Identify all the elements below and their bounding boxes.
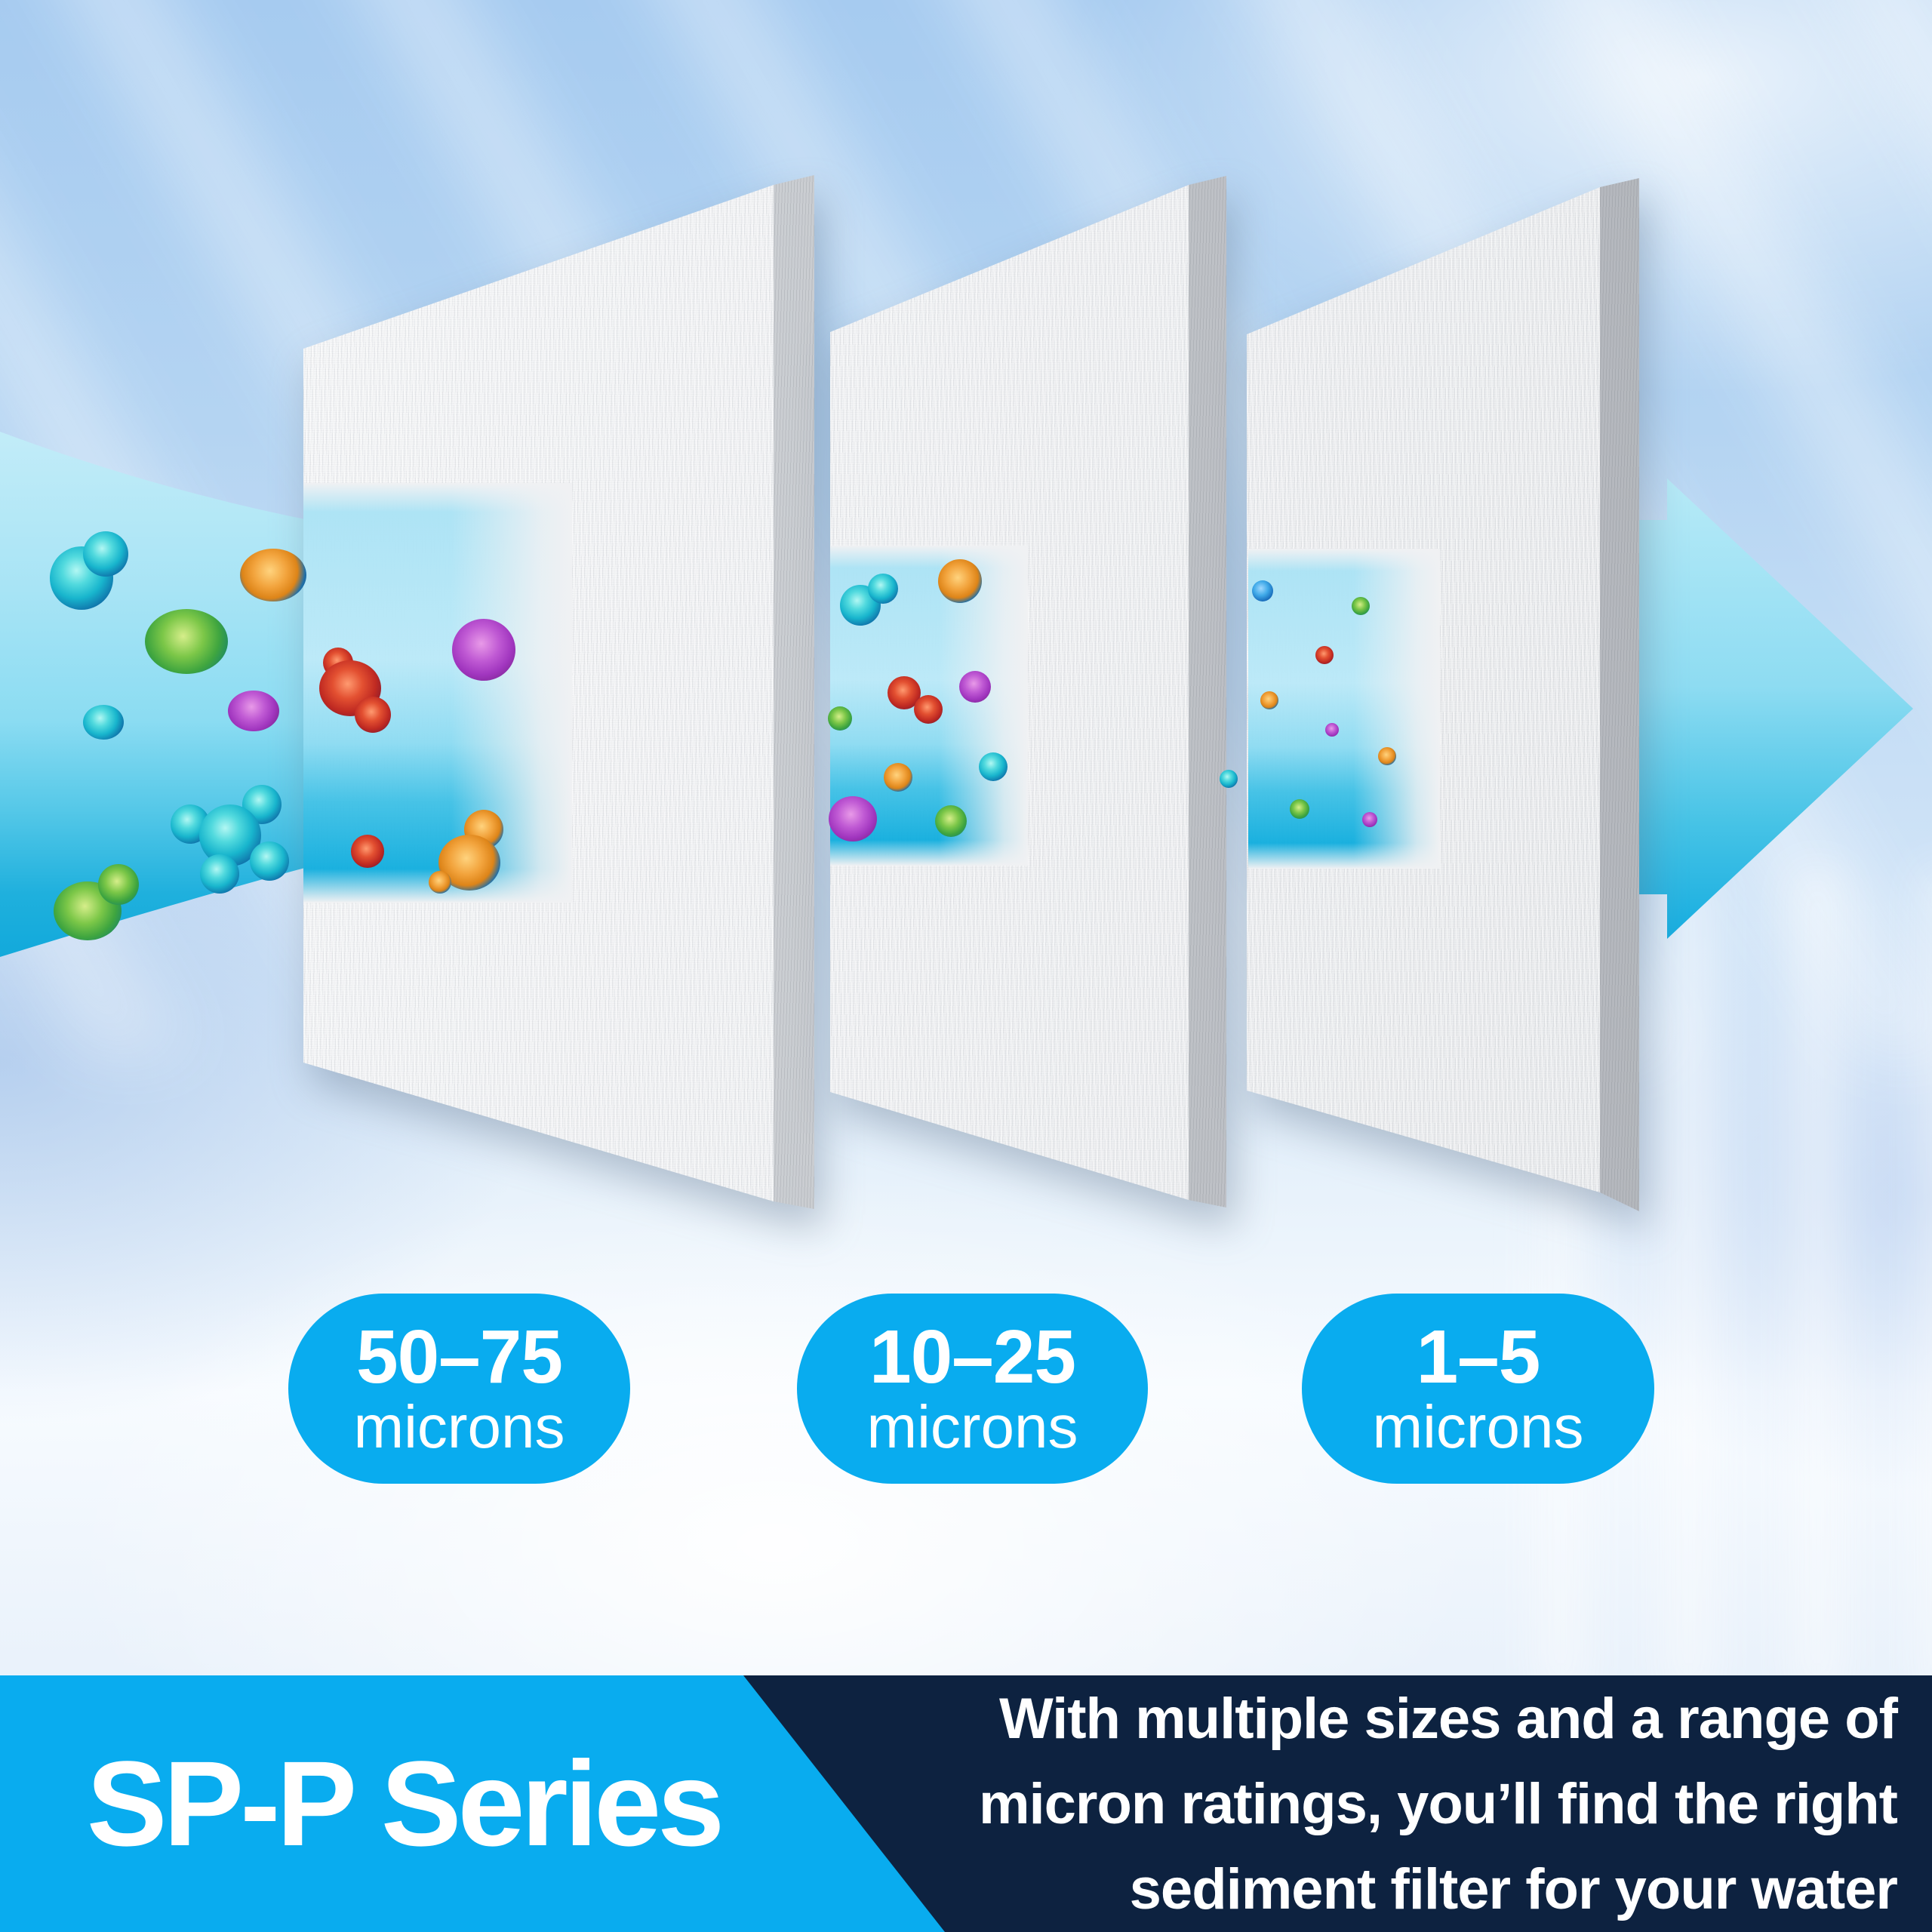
- red-contaminant-particle: [351, 835, 384, 868]
- purple-contaminant-particle: [959, 671, 991, 703]
- micron-rating-badge-1: 50–75 microns: [288, 1294, 630, 1484]
- green-contaminant-particle: [98, 864, 139, 905]
- micron-range: 50–75: [355, 1315, 563, 1399]
- teal-contaminant-particle: [250, 841, 289, 881]
- teal-contaminant-particle: [979, 752, 1008, 781]
- orange-contaminant-particle: [884, 763, 912, 792]
- green-contaminant-particle: [935, 805, 967, 837]
- micron-rating-badge-2: 10–25 microns: [797, 1294, 1148, 1484]
- orange-contaminant-particle: [938, 559, 982, 603]
- micron-rating-badge-3: 1–5 microns: [1302, 1294, 1654, 1484]
- micron-unit: microns: [353, 1393, 565, 1460]
- purple-contaminant-particle: [829, 796, 877, 841]
- orange-contaminant-particle: [1378, 747, 1396, 765]
- green-contaminant-particle: [1290, 799, 1309, 819]
- blue-contaminant-particle: [1252, 580, 1273, 601]
- red-contaminant-particle: [1315, 646, 1334, 664]
- orange-contaminant-particle: [240, 549, 306, 601]
- purple-contaminant-particle: [228, 691, 279, 731]
- footer-description-line: With multiple sizes and a range of: [999, 1686, 1898, 1751]
- teal-contaminant-particle: [868, 574, 898, 604]
- purple-contaminant-particle: [452, 619, 515, 681]
- micron-range: 1–5: [1416, 1315, 1541, 1399]
- micron-unit: microns: [866, 1393, 1078, 1460]
- footer-description-line: sediment filter for your water: [1129, 1857, 1898, 1921]
- red-contaminant-particle: [355, 697, 391, 733]
- footer-description: With multiple sizes and a range of micro…: [841, 1675, 1898, 1932]
- teal-contaminant-particle: [83, 705, 124, 740]
- footer-description-line: micron ratings, you’ll find the right: [978, 1771, 1898, 1836]
- green-contaminant-particle: [828, 706, 852, 731]
- flow-arrow: [1623, 478, 1913, 939]
- teal-contaminant-particle: [200, 854, 239, 894]
- orange-contaminant-particle: [429, 871, 451, 894]
- micron-unit: microns: [1372, 1393, 1584, 1460]
- orange-contaminant-particle: [1260, 691, 1278, 709]
- green-contaminant-particle: [145, 609, 228, 674]
- purple-contaminant-particle: [1362, 812, 1377, 827]
- green-contaminant-particle: [1352, 597, 1370, 615]
- stream-through-panel-3: [1248, 549, 1440, 869]
- teal-contaminant-particle: [83, 531, 128, 577]
- red-contaminant-particle: [914, 695, 943, 724]
- teal-contaminant-particle: [1220, 770, 1238, 788]
- footer-band: SP-P Series With multiple sizes and a ra…: [0, 1675, 1932, 1932]
- micron-range: 10–25: [869, 1315, 1076, 1399]
- purple-contaminant-particle: [1325, 723, 1339, 737]
- series-title: SP-P Series: [86, 1736, 724, 1871]
